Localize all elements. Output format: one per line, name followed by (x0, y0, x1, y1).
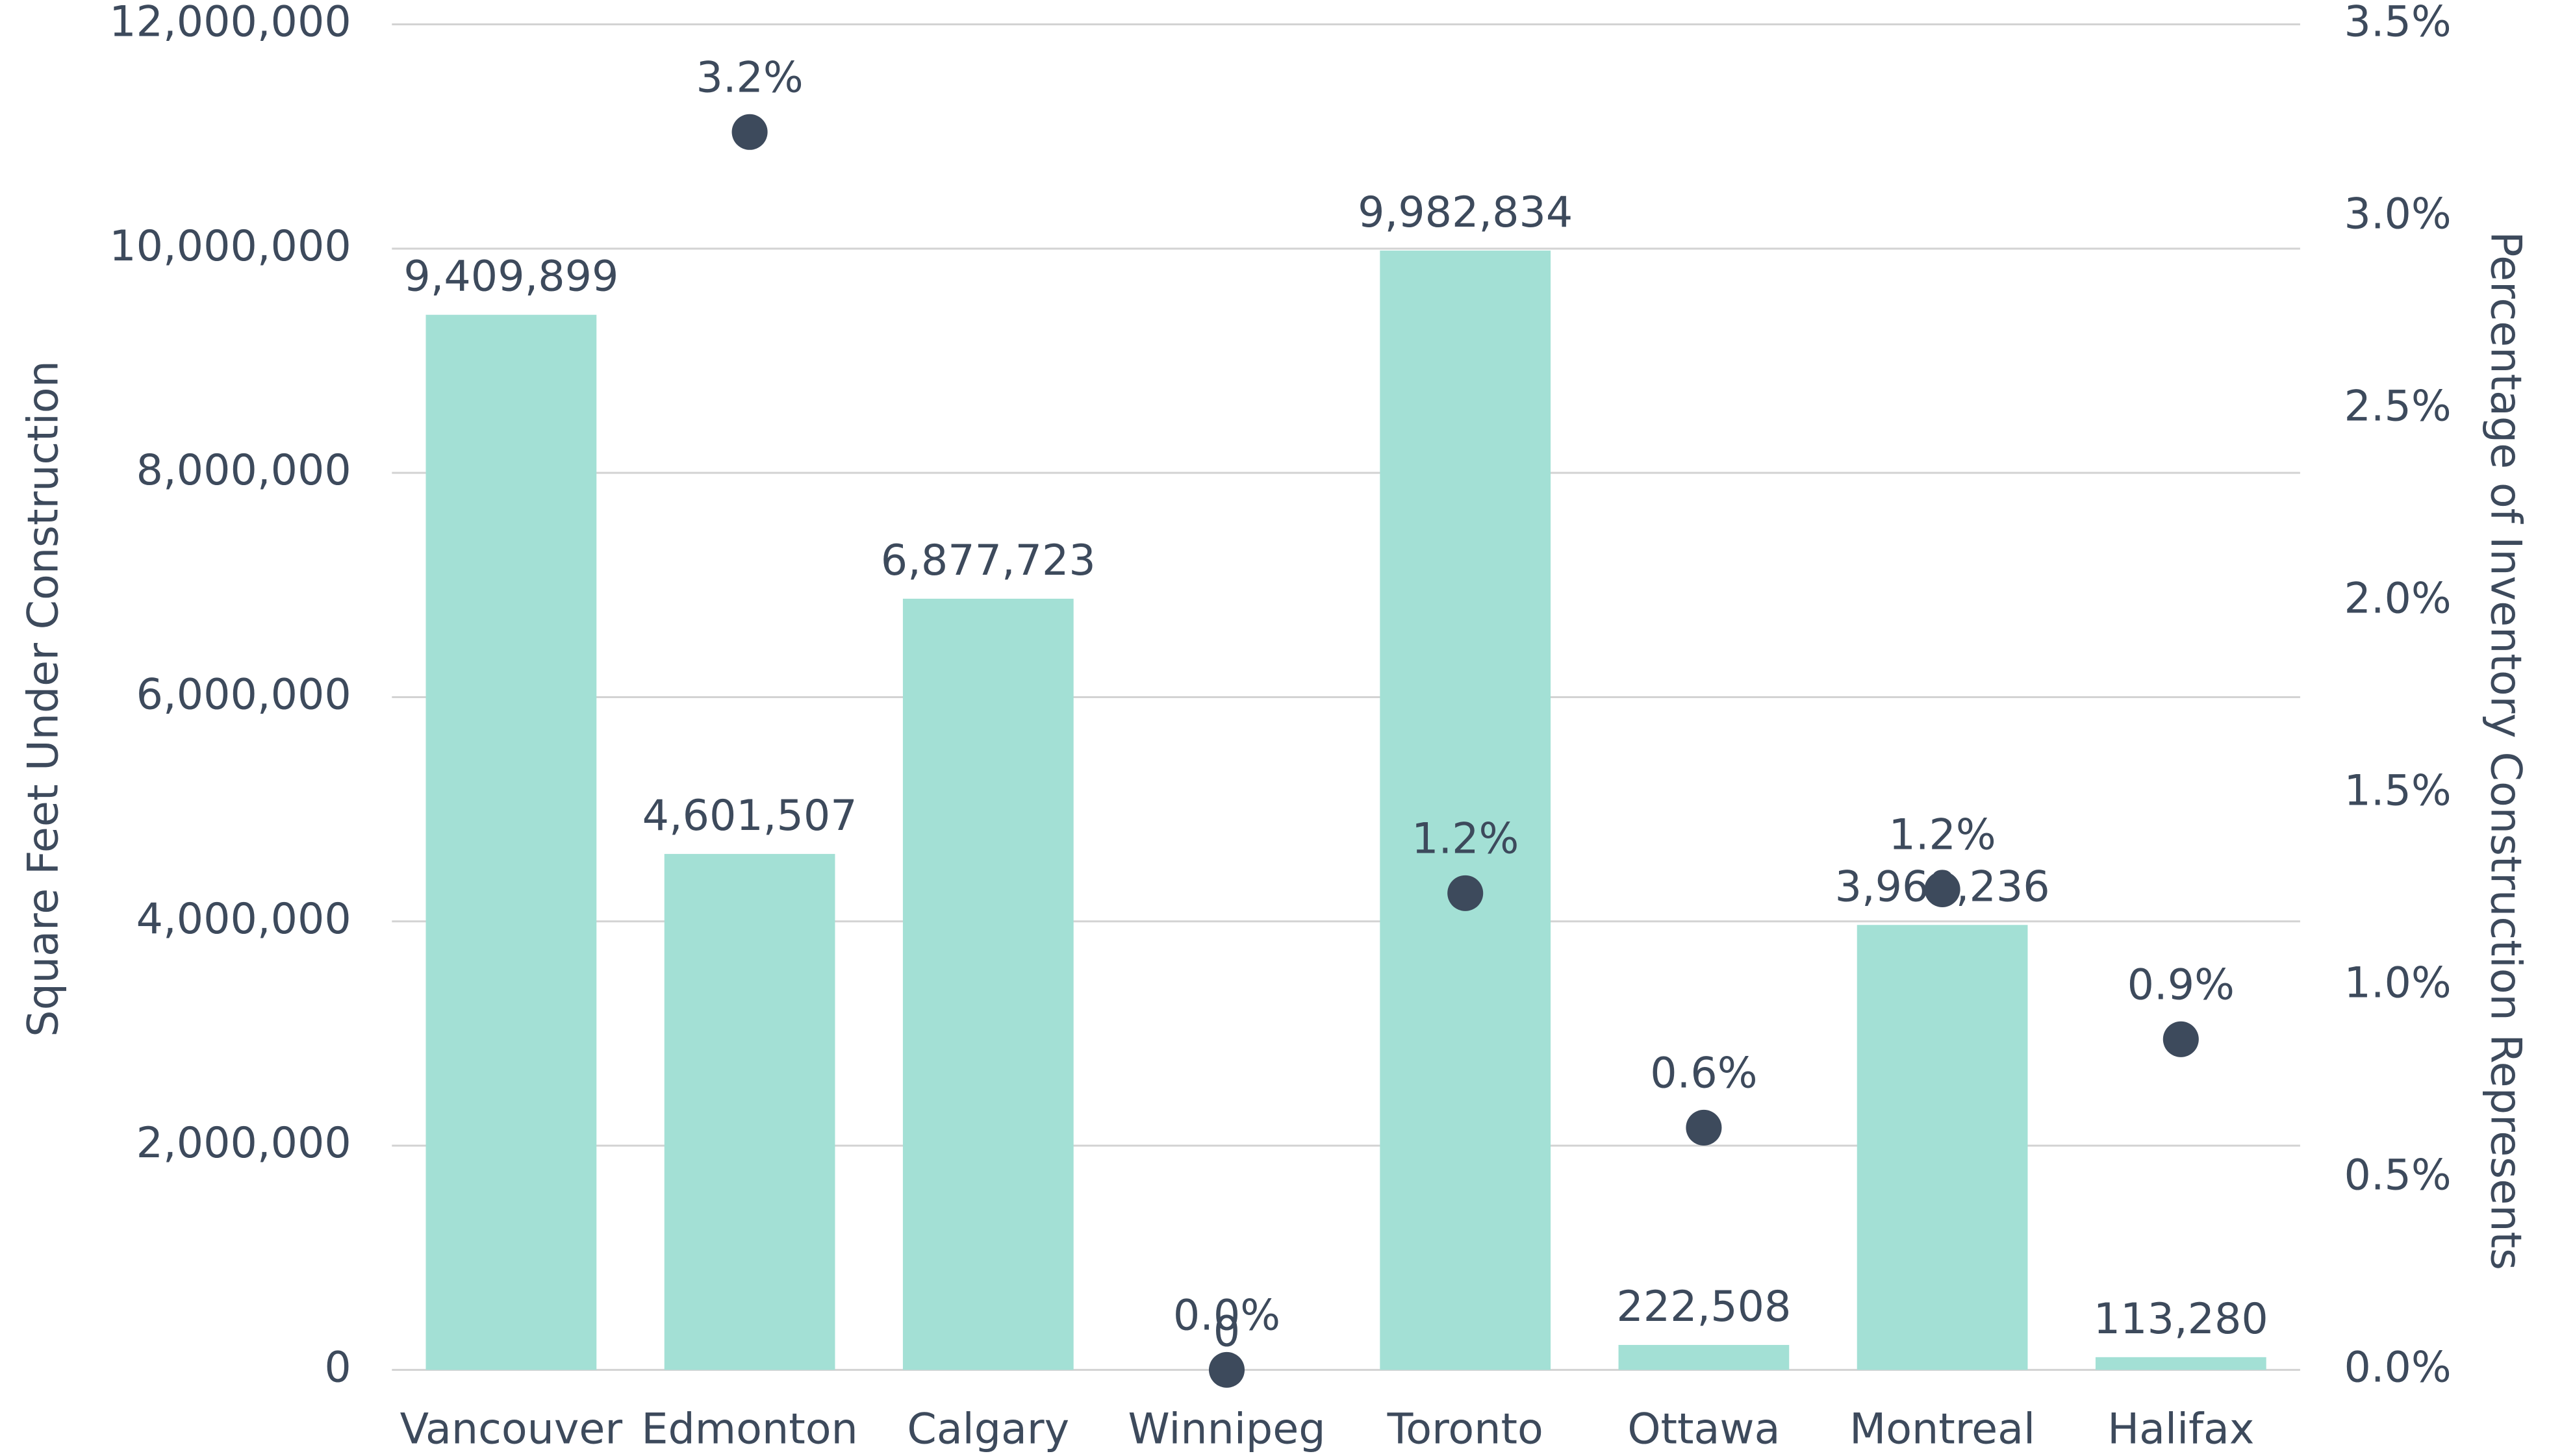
y2-tick-label: 2.5% (2344, 383, 2451, 431)
bar (902, 598, 1074, 1370)
y-axis-label: Square Feet Under Construction (19, 360, 68, 1036)
dot (2162, 1021, 2199, 1057)
bar-value-label: 4,601,507 (642, 792, 857, 840)
bar-value-label: 0 (1213, 1307, 1240, 1356)
y2-tick-label: 1.0% (2344, 959, 2451, 1007)
y2-tick-label: 0.5% (2344, 1151, 2451, 1199)
x-tick-label: Vancouver (400, 1405, 623, 1454)
x-tick-label: Montreal (1849, 1405, 2035, 1454)
dot (1208, 1351, 1245, 1388)
x-tick-label: Ottawa (1627, 1405, 1780, 1454)
dot-value-label: 0.6% (1650, 1049, 1757, 1098)
y-tick-label: 0 (324, 1343, 351, 1392)
x-tick-label: Edmonton (641, 1405, 857, 1454)
x-tick-label: Halifax (2107, 1405, 2254, 1454)
dot-value-label: 1.2% (1412, 814, 1519, 863)
bar-value-label: 6,877,723 (881, 536, 1096, 585)
y2-tick-label: 1.5% (2344, 767, 2451, 816)
bar-value-label: 9,982,834 (1358, 188, 1573, 237)
bar (425, 314, 597, 1370)
bar (1857, 925, 2028, 1370)
dot (1924, 871, 1960, 907)
x-tick-label: Toronto (1387, 1405, 1543, 1454)
y2-tick-label: 2.0% (2344, 575, 2451, 623)
dot-value-label: 0.0% (1173, 1291, 1280, 1340)
bar-value-label: 9,409,899 (403, 253, 618, 301)
y2-axis-label: Percentage of Inventory Construction Rep… (2481, 231, 2530, 1270)
y2-tick-label: 3.5% (2344, 0, 2451, 47)
dot (1447, 875, 1484, 911)
bar-value-label: 222,508 (1616, 1283, 1791, 1331)
y-tick-label: 12,000,000 (109, 0, 351, 47)
y-tick-label: 2,000,000 (136, 1119, 351, 1168)
bar (1380, 250, 1551, 1370)
dot-value-label: 3.2% (696, 53, 803, 102)
dot-value-label: 1.2% (1888, 810, 1996, 859)
y-tick-label: 4,000,000 (136, 895, 351, 944)
x-tick-label: Calgary (907, 1405, 1069, 1454)
bar (2095, 1357, 2266, 1370)
y2-tick-label: 0.0% (2344, 1343, 2451, 1392)
dot-value-label: 0.9% (2127, 960, 2235, 1009)
bar-value-label: 113,280 (2094, 1295, 2268, 1344)
x-tick-label: Winnipeg (1128, 1405, 1325, 1454)
dot (731, 114, 768, 150)
dot (1686, 1109, 1722, 1146)
y2-tick-label: 3.0% (2344, 190, 2451, 239)
bar (1618, 1344, 1790, 1370)
bar (664, 853, 835, 1370)
y-tick-label: 6,000,000 (136, 671, 351, 720)
y-tick-label: 8,000,000 (136, 446, 351, 495)
y-tick-label: 10,000,000 (109, 222, 351, 271)
